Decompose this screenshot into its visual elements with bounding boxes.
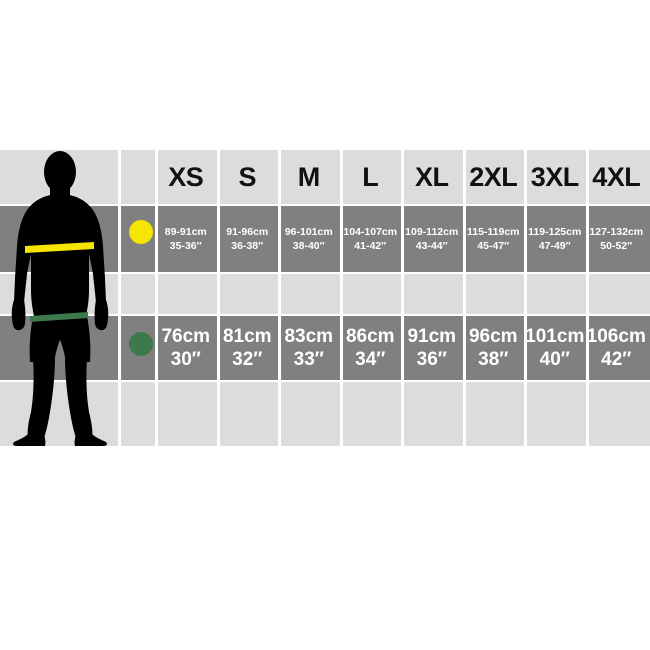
column-divider [524,150,527,446]
waist-cell-3xl: 101cm 40″ [525,316,585,380]
column-divider [339,150,343,446]
column-divider [155,150,158,446]
chest-value-in: 41-42″ [354,240,387,252]
chest-cell-xs: 89-91cm 35-36″ [157,206,215,272]
footer-row-background [0,382,650,446]
waist-cell-m: 83cm 33″ [280,316,338,380]
column-divider [585,150,589,446]
waist-value-cm: 96cm [468,325,518,347]
chest-cell-l: 104-107cm 41-42″ [342,206,400,272]
chest-value-cm: 104-107cm [343,225,398,238]
row-divider [0,272,650,274]
chest-cell-3xl: 119-125cm 47-49″ [526,206,584,272]
header-row-background [0,150,650,204]
waist-marker-dot [129,332,153,356]
waist-value-cm: 91cm [407,325,457,347]
chest-value-cm: 89-91cm [164,225,207,238]
row-divider [0,380,650,382]
chest-cell-xl: 109-112cm 43-44″ [403,206,461,272]
chest-cell-4xl: 127-132cm 50-52″ [588,206,646,272]
waist-row-background [0,316,650,380]
size-header-l: L [362,161,379,192]
waist-cell-s: 81cm 32″ [219,316,277,380]
waist-value-cm: 86cm [345,325,395,347]
waist-cell-4xl: 106cm 42″ [586,316,646,380]
column-divider [118,150,121,446]
waist-value-in: 30″ [170,349,201,370]
waist-value-in: 38″ [478,349,509,370]
chest-value-cm: 115-119cm [466,225,520,238]
waist-cell-xs: 76cm 30″ [157,316,215,380]
waist-value-in: 34″ [355,349,386,370]
chest-cell-2xl: 115-119cm 45-47″ [465,206,523,272]
chest-value-cm: 96-101cm [284,225,333,238]
row-divider [0,314,650,316]
row-divider [0,204,650,206]
chest-value-in: 38-40″ [292,240,325,252]
chest-marker-dot [129,220,153,244]
chest-value-in: 36-38″ [231,240,264,252]
waist-value-in: 36″ [416,349,447,370]
waist-value-cm: 106cm [586,325,646,347]
column-divider [278,150,281,446]
waist-value-in: 42″ [601,349,632,370]
size-header-xs: XS [168,161,204,192]
waist-value-in: 40″ [539,349,570,370]
chest-value-cm: 127-132cm [589,225,644,238]
chest-value-in: 50-52″ [600,240,633,252]
waist-value-in: 32″ [232,349,263,370]
waist-value-cm: 83cm [284,325,334,347]
waist-cell-xl: 91cm 36″ [403,316,461,380]
size-header-3xl: 3XL [530,161,580,192]
size-header-2xl: 2XL [469,161,518,192]
size-header-4xl: 4XL [592,161,641,192]
chest-value-cm: 91-96cm [226,225,269,238]
chest-value-in: 35-36″ [169,240,202,252]
waist-cell-2xl: 96cm 38″ [465,316,523,380]
chest-cell-s: 91-96cm 36-38″ [219,206,277,272]
size-header-m: M [297,161,320,192]
size-header-s: S [238,161,256,192]
column-divider [216,150,220,446]
waist-cell-l: 86cm 34″ [342,316,400,380]
chest-value-in: 43-44″ [415,240,448,252]
size-chart-table: XS 89-91cm 35-36″ 76cm 30″ S 91-96cm 36-38″ 81cm… [0,150,650,446]
waist-value-in: 33″ [293,349,324,370]
chest-cell-m: 96-101cm 38-40″ [280,206,338,272]
waist-value-cm: 101cm [525,325,585,347]
column-divider [462,150,466,446]
chest-row-background [0,206,650,272]
spacer-row-background [0,274,650,314]
waist-value-cm: 81cm [222,325,272,347]
waist-value-cm: 76cm [161,325,211,347]
column-divider [401,150,404,446]
chest-value-cm: 109-112cm [405,225,459,238]
chest-value-cm: 119-125cm [528,225,582,238]
chest-value-in: 47-49″ [538,240,571,252]
size-header-xl: XL [414,161,449,192]
chest-value-in: 45-47″ [477,240,510,252]
